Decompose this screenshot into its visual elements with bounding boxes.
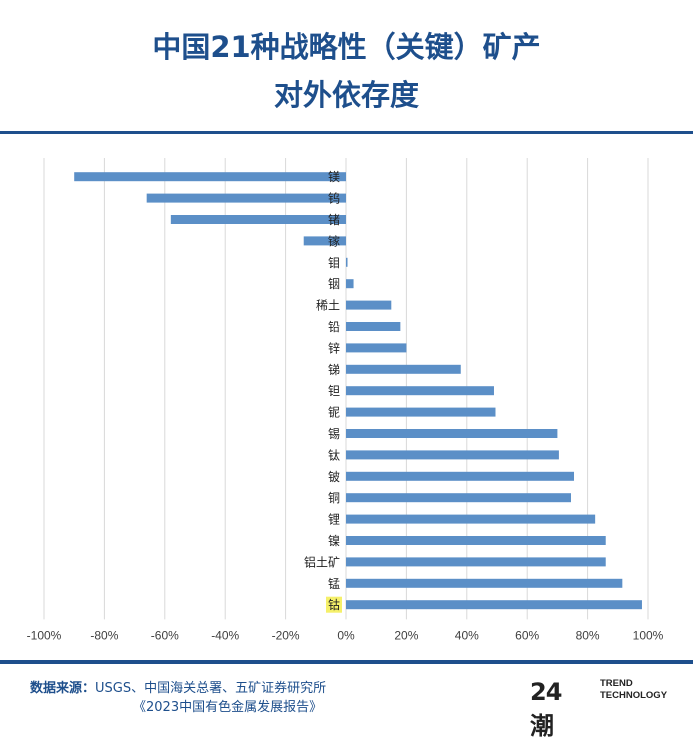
category-label: 锗 <box>328 212 340 227</box>
category-label: 锰 <box>328 576 340 591</box>
category-label: 镓 <box>328 233 340 248</box>
x-tick-label: -80% <box>90 628 118 642</box>
category-label: 锑 <box>328 363 340 377</box>
bar <box>74 172 346 182</box>
x-tick-label: -40% <box>211 628 239 642</box>
logo-mark: 24潮 <box>530 678 562 740</box>
bar <box>346 322 401 331</box>
bar <box>346 300 392 310</box>
bar <box>346 279 354 289</box>
bar <box>346 364 461 374</box>
bar <box>146 193 346 203</box>
bar <box>346 386 494 396</box>
logo-text-line1: TREND <box>600 678 633 689</box>
category-label: 锡 <box>328 426 340 441</box>
source-note: 数据来源：USGS、中国海关总署、五矿证券研究所 《2023中国有色金属发展报告… <box>30 679 510 717</box>
logo-text: TREND TECHNOLOGY <box>600 678 667 702</box>
bar <box>346 450 559 460</box>
chart-title-line2: 对外依存度 <box>273 78 419 112</box>
logo-text-line2: TECHNOLOGY <box>600 690 668 701</box>
category-label: 铜 <box>328 490 340 505</box>
category-label: 铟 <box>328 277 340 291</box>
category-label: 镍 <box>328 534 340 548</box>
bottom-divider <box>0 660 693 664</box>
category-label: 钼 <box>328 256 340 270</box>
x-tick-label: 100% <box>633 628 664 642</box>
category-label: 铅 <box>328 320 340 334</box>
x-tick-label: 80% <box>576 628 600 642</box>
bar <box>346 429 558 438</box>
x-tick-label: -100% <box>27 628 62 642</box>
bar <box>346 493 571 503</box>
bar <box>346 578 623 588</box>
bar-chart: -100% -80% -60% -40% -20% 0% 20% 40% 60% 80% 100% 镁… <box>27 158 664 642</box>
bar <box>346 257 348 267</box>
x-tick-label: 40% <box>455 628 479 642</box>
x-tick-label: 20% <box>394 628 418 642</box>
category-label: 镁 <box>328 170 340 184</box>
bar <box>346 514 596 524</box>
chart-title-line1: 中国21种战略性（关键）矿产 <box>152 30 541 64</box>
bar <box>346 343 407 353</box>
category-label: 锌 <box>328 341 340 355</box>
source-label: 数据来源： <box>30 681 96 696</box>
source-line2: 《2023中国有色金属发展报告》 <box>133 700 323 715</box>
category-label: 铌 <box>328 406 340 420</box>
bar <box>346 557 606 567</box>
category-label: 铍 <box>328 470 340 484</box>
x-tick-label: -60% <box>151 628 179 642</box>
category-label: 钽 <box>328 384 340 398</box>
category-label: 钨 <box>328 191 340 206</box>
category-label: 钛 <box>328 447 340 462</box>
category-label: 稀土 <box>316 299 340 313</box>
bar <box>346 471 575 481</box>
bar <box>170 215 346 224</box>
bar <box>346 536 606 545</box>
top-divider <box>0 131 693 134</box>
source-line1: USGS、中国海关总署、五矿证券研究所 <box>95 681 327 696</box>
bar <box>346 407 496 417</box>
x-tick-label: 0% <box>337 628 355 642</box>
label-highlight <box>326 596 342 613</box>
x-tick-label: 60% <box>515 628 539 642</box>
bar <box>303 236 346 246</box>
category-label: 铝土矿 <box>304 554 340 569</box>
x-tick-label: -20% <box>272 628 300 642</box>
bar <box>346 600 642 610</box>
category-label: 锂 <box>328 512 340 527</box>
category-label: 钴 <box>328 597 340 612</box>
